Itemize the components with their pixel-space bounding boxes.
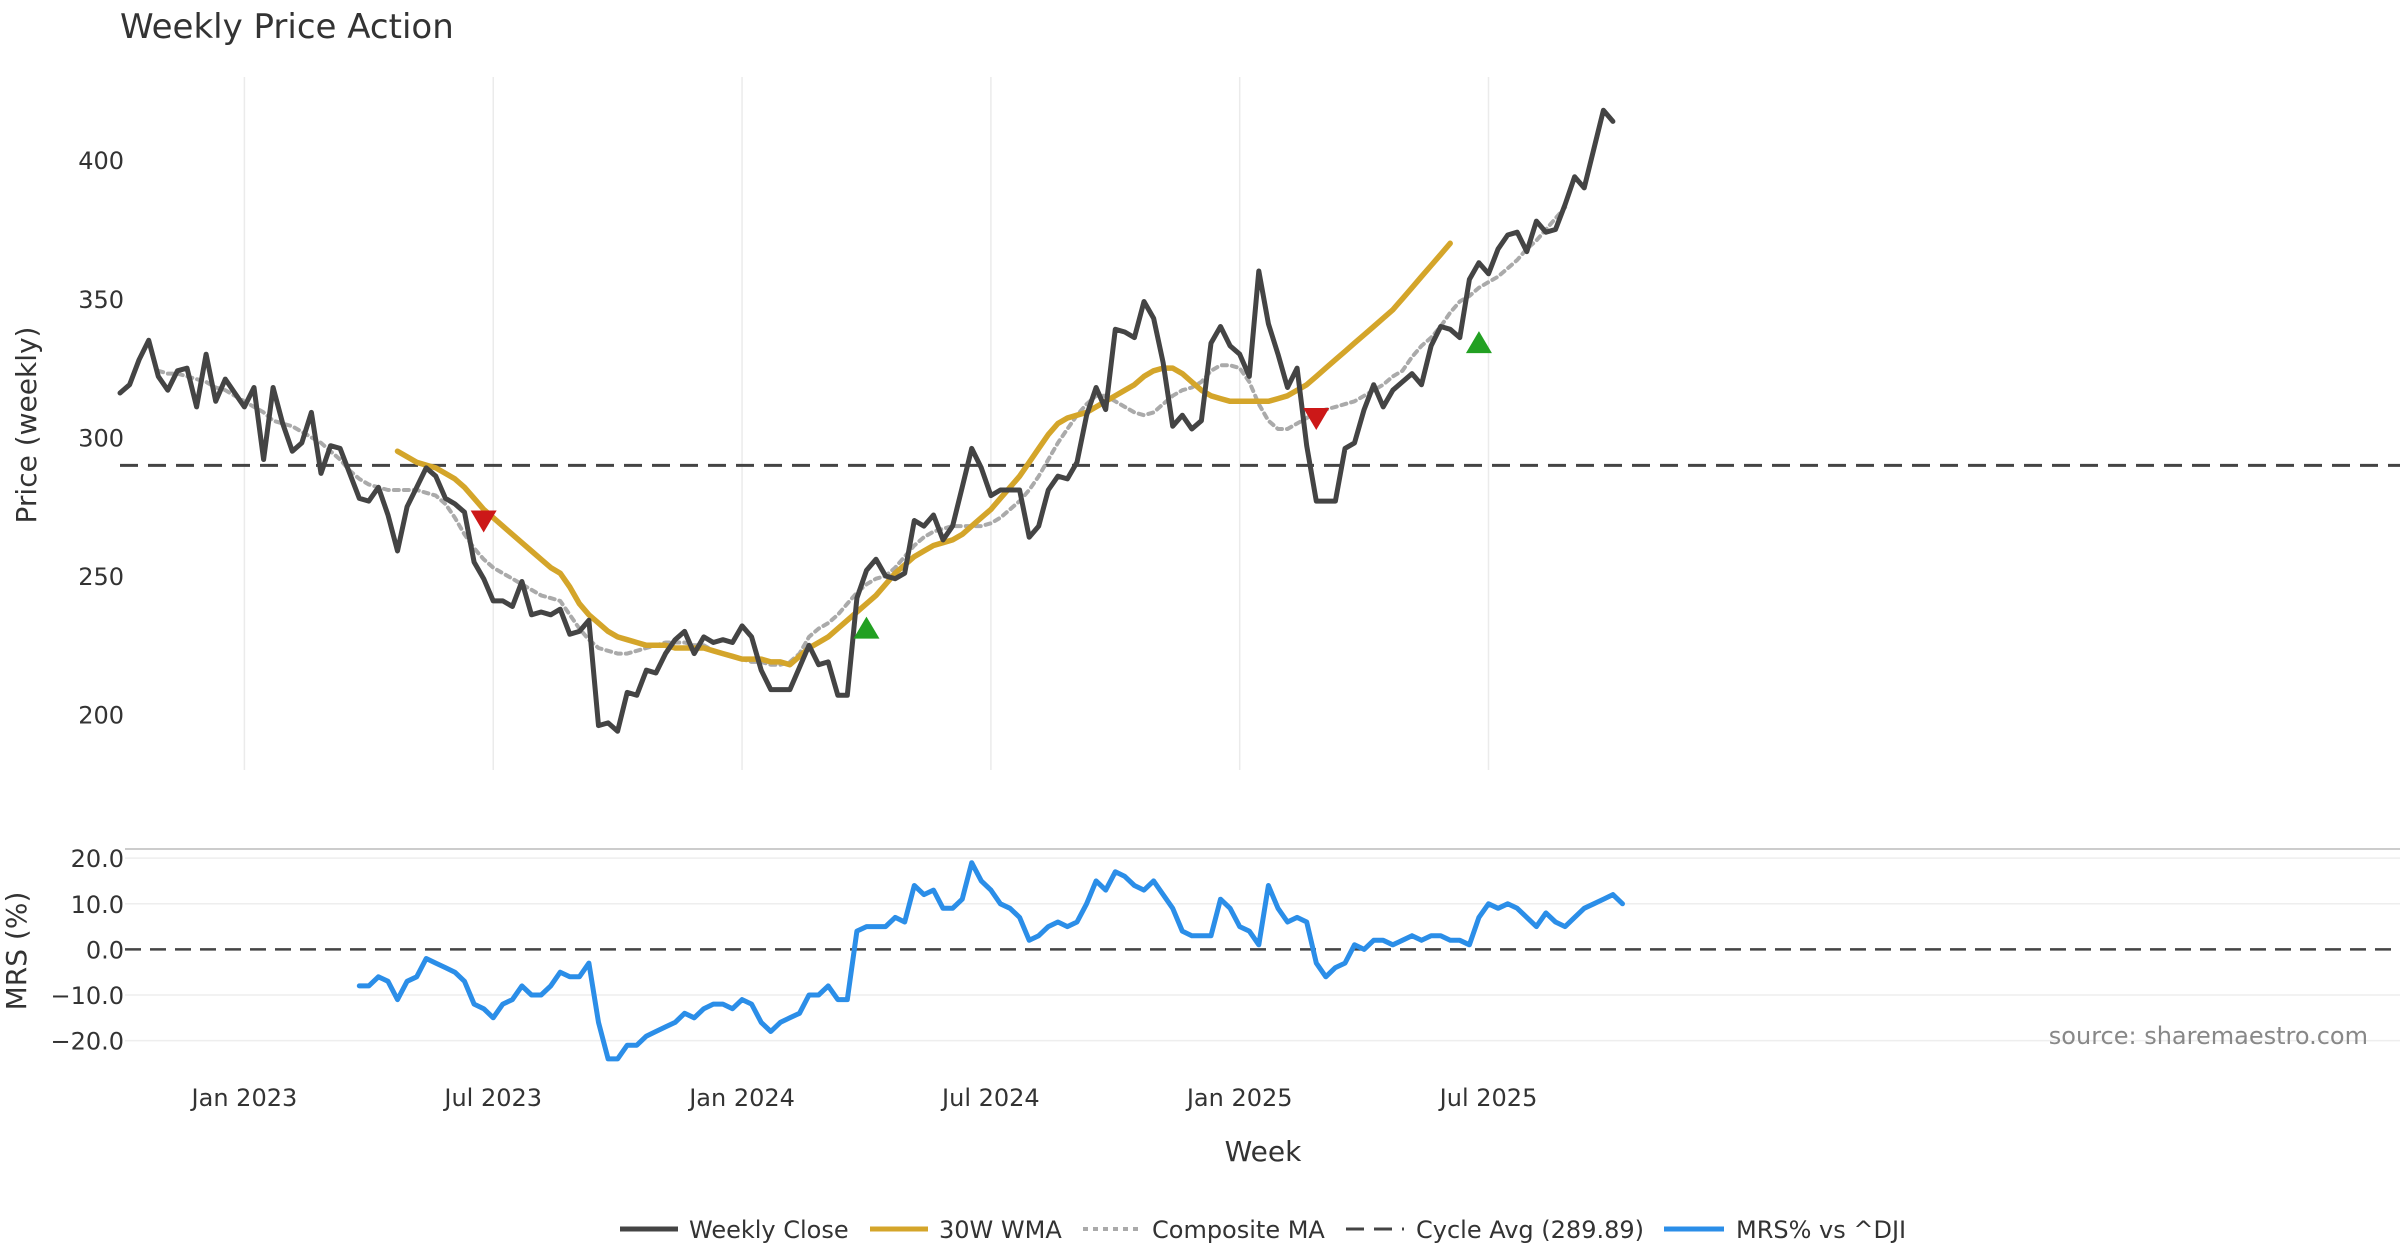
legend: Weekly Close 30W WMA Composite MA Cycle …: [620, 1216, 1906, 1244]
mrs-line: [356, 860, 1625, 1062]
mrs-y-tick-label: −20.0: [50, 1028, 124, 1056]
price-y-axis-label: Price (weekly): [10, 327, 43, 524]
buy-signal-marker: [1465, 331, 1492, 354]
price-y-tick-label: 250: [78, 563, 124, 591]
legend-label-mrs: MRS% vs ^DJI: [1736, 1216, 1906, 1244]
legend-item-mrs: MRS% vs ^DJI: [1664, 1216, 1906, 1244]
buy-signal-marker: [853, 616, 880, 639]
mrs-y-ticks: 20.0 10.0 0.0 −10.0 −20.0: [50, 845, 2400, 1056]
vertical-gridlines: [243, 77, 1490, 770]
mrs-y-tick-label: −10.0: [50, 982, 124, 1010]
mrs-panel: 20.0 10.0 0.0 −10.0 −20.0 MRS (%) source: sh…: [0, 845, 2400, 1062]
x-tick-label: Jan 2025: [1185, 1084, 1293, 1112]
price-y-tick-label: 300: [78, 424, 124, 452]
legend-label-weekly-close: Weekly Close: [689, 1216, 849, 1244]
legend-item-composite-ma: Composite MA: [1083, 1216, 1325, 1244]
price-y-ticks: 200 250 300 350 400: [78, 147, 124, 729]
x-tick-label: Jan 2023: [190, 1084, 298, 1112]
weekly-close-line: [117, 107, 1616, 734]
signal-markers: [470, 331, 1492, 639]
source-text: source: sharemaestro.com: [2049, 1022, 2368, 1050]
x-tick-label: Jul 2023: [442, 1084, 542, 1112]
x-tick-label: Jan 2024: [687, 1084, 795, 1112]
mrs-y-tick-label: 0.0: [86, 936, 124, 964]
x-tick-label: Jul 2024: [940, 1084, 1040, 1112]
mrs-y-tick-label: 20.0: [71, 845, 124, 873]
price-y-tick-label: 350: [78, 286, 124, 314]
sell-signal-marker: [1303, 407, 1330, 430]
x-axis-ticks: Jan 2023 Jul 2023 Jan 2024 Jul 2024 Jan 2025…: [190, 1084, 1538, 1112]
price-y-tick-label: 400: [78, 147, 124, 175]
legend-label-composite-ma: Composite MA: [1152, 1216, 1325, 1244]
x-axis-label: Week: [1225, 1135, 1302, 1168]
price-y-tick-label: 200: [78, 702, 124, 730]
x-tick-label: Jul 2025: [1438, 1084, 1538, 1112]
legend-item-weekly-close: Weekly Close: [620, 1216, 849, 1244]
legend-item-wma: 30W WMA: [870, 1216, 1062, 1244]
legend-label-wma: 30W WMA: [939, 1216, 1062, 1244]
wma-30w-line: [394, 240, 1453, 668]
legend-item-cycle-avg: Cycle Avg (289.89): [1346, 1216, 1644, 1244]
mrs-y-tick-label: 10.0: [71, 891, 124, 919]
chart-title: Weekly Price Action: [120, 7, 454, 47]
mrs-y-axis-label: MRS (%): [0, 892, 33, 1011]
sell-signal-marker: [470, 510, 497, 533]
price-panel: 200 250 300 350 400 Price (weekly): [10, 107, 2400, 734]
legend-label-cycle-avg: Cycle Avg (289.89): [1416, 1216, 1644, 1244]
